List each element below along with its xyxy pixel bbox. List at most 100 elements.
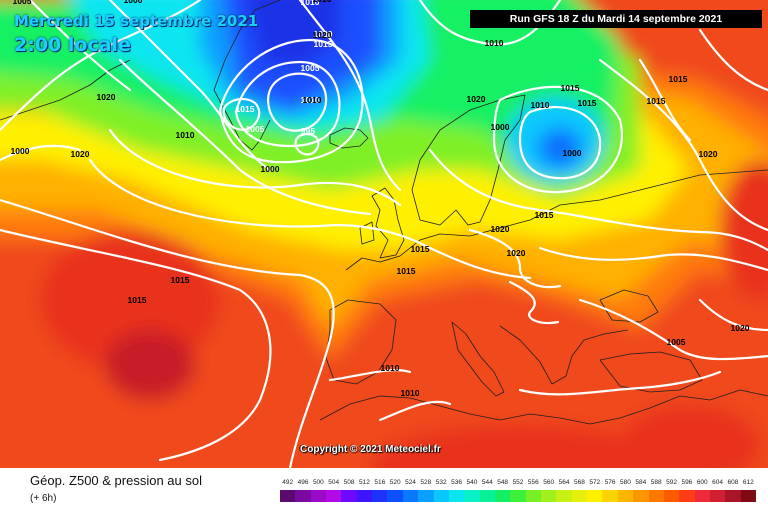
colorbar-swatch <box>587 490 603 502</box>
colorbar-swatch <box>694 490 711 502</box>
coastline-british-isles <box>359 187 405 259</box>
colorbar-tick: 568 <box>573 479 585 486</box>
colorbar-tick: 560 <box>543 479 555 486</box>
colorbar-tick: 584 <box>635 479 647 486</box>
isobar-label: 1005 <box>246 124 265 134</box>
colorbar-tick: 612 <box>742 479 754 486</box>
colorbar-tick: 540 <box>466 479 478 486</box>
coastlines <box>0 0 768 425</box>
isobar-label: 1015 <box>397 266 416 276</box>
colorbar-swatch <box>356 490 373 502</box>
coastline-north-africa <box>319 389 768 425</box>
isobar-1015-atlantic-north <box>118 58 372 216</box>
colorbar-swatch <box>709 490 726 502</box>
isobar-label: 1015 <box>578 98 597 108</box>
colorbar-tick: 532 <box>435 479 447 486</box>
isobar-label: 1000 <box>491 122 510 132</box>
isobar-label: 1000 <box>563 148 582 158</box>
isobar-lines <box>0 0 768 468</box>
colorbar-tick: 524 <box>405 479 416 486</box>
isobar-label: 1010 <box>531 100 550 110</box>
isobar-1020-east2 <box>508 280 560 325</box>
isobar-label: 1005 <box>301 63 320 73</box>
isobar-label: 1015 <box>128 295 147 305</box>
colorbar-tick: 580 <box>620 479 631 486</box>
colorbar-swatch <box>310 490 327 502</box>
colorbar-swatch <box>602 490 619 502</box>
colorbar-tick: 528 <box>420 479 432 486</box>
isobar-label: 1005 <box>667 337 686 347</box>
isobar-1000-greenland-ring <box>267 72 328 132</box>
weather-map: 1010102010151005101510109951000100510101… <box>0 0 768 468</box>
isobar-label: 1010 <box>401 388 420 398</box>
colorbar-swatch <box>525 490 542 502</box>
colorbar-tick: 572 <box>589 479 601 486</box>
colorbar-swatch <box>556 490 573 502</box>
colorbar-tick: 564 <box>558 479 570 486</box>
isobar-1015-iberia <box>328 369 412 382</box>
colorbar-tick: 596 <box>681 479 693 486</box>
isobar-label: 1015 <box>411 244 430 254</box>
isobar-1020-nw <box>0 0 202 132</box>
isobar-1020-far-west <box>0 144 82 162</box>
forecast-step: (+ 6h) <box>30 493 57 504</box>
colorbar-swatch <box>372 490 388 502</box>
isobar-1020-east <box>468 228 562 289</box>
isobar-label: 1020 <box>314 29 333 39</box>
isobar-label: 1015 <box>314 39 333 49</box>
isobar-1010-med <box>378 400 452 422</box>
isobar-label: 1000 <box>124 0 143 5</box>
geopotential-field <box>0 0 768 468</box>
isobar-label: 1010 <box>301 0 320 7</box>
colorbar-swatch <box>617 490 634 502</box>
isobar-label: 1010 <box>303 95 322 105</box>
isobar-1010-low-ring <box>492 85 623 194</box>
isobar-995-ring <box>294 132 320 156</box>
coastline-canada <box>0 59 131 121</box>
colorbar-tick: 500 <box>312 479 324 486</box>
isobar-label: 1020 <box>467 94 486 104</box>
isobar-label: 1000 <box>261 164 280 174</box>
valid-date: Mercredi 15 septembre 2021 <box>14 12 259 30</box>
legend-footer: Géop. Z500 & pression au sol (+ 6h) 492 4… <box>0 468 768 512</box>
colorbar-swatch <box>341 490 358 502</box>
isobar-1010-east-scand <box>638 58 692 142</box>
isobar-1010-east <box>578 298 768 361</box>
colorbar-tick: 600 <box>696 479 708 486</box>
map-title: Géop. Z500 & pression au sol <box>30 473 202 488</box>
isobar-1010-greenland-ring <box>218 38 364 164</box>
colorbar-swatch <box>295 490 312 502</box>
colorbar-swatch <box>280 490 296 502</box>
colorbar-swatch <box>633 490 649 502</box>
isobar-1010-north <box>108 128 402 207</box>
copyright-text: Copyright © 2021 Meteociel.fr <box>300 444 441 455</box>
colorbar-swatch <box>402 490 419 502</box>
colorbar-swatch <box>433 490 450 502</box>
isobar-1020-iceland <box>298 0 402 192</box>
isobar-1015-far-east-top <box>698 28 768 92</box>
coastline-greenland <box>213 0 281 151</box>
isobar-label: 1020 <box>491 224 510 234</box>
colorbar-tick: 504 <box>328 479 340 486</box>
isobar-label: 1020 <box>699 149 718 159</box>
isobar-label: 1005 <box>13 0 32 6</box>
isobar-label: 1015 <box>669 74 688 84</box>
colorbar-tick: 592 <box>666 479 677 486</box>
colorbar-tick: 552 <box>512 479 524 486</box>
isobar-1000-nw <box>108 0 272 172</box>
isobar-label: 1020 <box>313 30 332 40</box>
colorbar-tick: 548 <box>497 479 509 486</box>
coastline-black-sea <box>599 289 659 323</box>
coastline-italy <box>451 321 505 397</box>
colorbar-swatch <box>464 490 481 502</box>
isobar-label: 995 <box>301 126 315 136</box>
colorbar-tick: 516 <box>374 479 386 486</box>
run-info-box: Run GFS 18 Z du Mardi 14 septembre 2021 <box>470 10 762 28</box>
colorbar-swatch <box>725 490 742 502</box>
colorbar-tick: 604 <box>712 479 724 486</box>
colorbar-tick: 536 <box>451 479 462 486</box>
isobar-label: 1015 <box>647 96 666 106</box>
isobar-1005-top-nw <box>28 0 132 92</box>
isobar-1005-low-ring <box>518 105 602 180</box>
colorbar-tick: 576 <box>604 479 616 486</box>
